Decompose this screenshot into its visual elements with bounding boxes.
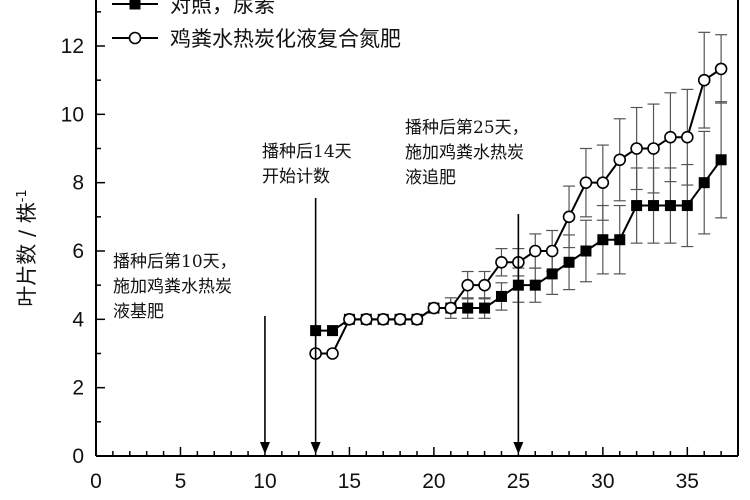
y-tick-label: 12: [61, 35, 84, 58]
y-axis-title-superscript: -1: [15, 189, 30, 202]
data-point-square: [698, 177, 710, 189]
data-point-circle: [376, 313, 390, 326]
y-tick-label: 8: [72, 172, 84, 195]
data-point-circle: [596, 176, 610, 189]
data-point-circle: [360, 313, 373, 326]
data-point-square: [479, 302, 491, 314]
data-point-circle: [613, 153, 627, 167]
x-tick-label: 20: [422, 470, 445, 493]
data-point-square: [546, 268, 558, 280]
y-tick-label: 6: [72, 240, 84, 263]
legend-label: 对照，尿素: [170, 0, 275, 17]
data-point-circle: [528, 244, 542, 258]
annotation-text: 播种后14天: [262, 142, 352, 162]
data-point-circle: [478, 278, 491, 292]
data-point-circle: [630, 142, 643, 155]
annotation-text: 播种后第25天，: [405, 118, 529, 138]
y-axis-label: 叶片数 / 株-1: [15, 189, 39, 306]
y-axis-title: 叶片数 / 株-1: [15, 189, 39, 306]
data-point-circle: [393, 313, 407, 326]
annotations: 播种后第10天，施加鸡粪水热炭液基肥播种后14天开始计数播种后第25天，施加鸡粪…: [113, 118, 529, 454]
data-point-circle: [444, 301, 458, 315]
annotation-text: 施加鸡粪水热炭: [405, 143, 524, 163]
x-tick-label: 30: [591, 470, 614, 493]
x-tick-label: 25: [507, 470, 530, 493]
data-point-circle: [495, 255, 508, 269]
data-point-circle: [427, 301, 441, 315]
data-point-square: [648, 200, 660, 212]
data-point-circle: [326, 347, 339, 360]
data-point-square: [597, 234, 609, 246]
data-point-circle: [545, 244, 559, 258]
error-bars: [444, 31, 728, 319]
y-tick-label: 10: [61, 103, 84, 126]
data-point-circle: [697, 73, 711, 87]
arrow-head: [259, 442, 270, 454]
data-point-square: [580, 245, 592, 257]
data-point-square: [681, 200, 693, 212]
axes: 0 5 10 15 20 25 30 35 0 2 4 6 8 10 12: [61, 0, 739, 493]
annotation-text: 开始计数: [262, 167, 330, 187]
data-point-circle: [579, 176, 593, 189]
data-point-circle: [562, 210, 576, 224]
x-tick-label: 15: [338, 470, 361, 493]
data-point-square: [327, 325, 339, 337]
data-point-square: [563, 256, 575, 268]
data-point-square: [664, 200, 676, 212]
data-point-square: [495, 290, 507, 302]
arrow-head: [513, 442, 524, 454]
y-tick-label: 0: [72, 445, 84, 468]
annotation-text: 液基肥: [113, 302, 164, 322]
data-point-circle: [664, 130, 677, 144]
arrow-head: [310, 442, 321, 454]
legend-marker-square: [129, 0, 141, 10]
data-point-square: [462, 302, 474, 314]
annotation-text: 液追肥: [405, 168, 456, 188]
y-tick-label: 2: [72, 377, 84, 400]
annotation-text: 施加鸡粪水热炭: [113, 277, 232, 297]
data-point-circle: [647, 142, 660, 155]
x-tick-label: 10: [253, 470, 276, 493]
x-tick-label: 0: [90, 470, 102, 493]
annotation-text: 播种后第10天，: [113, 252, 237, 272]
data-point-circle: [681, 130, 694, 144]
x-tick-label: 35: [676, 470, 699, 493]
data-point-circle: [714, 62, 728, 76]
data-point-square: [631, 200, 643, 212]
data-point-square: [529, 279, 541, 291]
legend-marker-circle: [128, 31, 142, 45]
x-tick-label: 5: [175, 470, 187, 493]
data-point-circle: [410, 313, 424, 326]
legend-label: 鸡粪水热炭化液复合氮肥: [170, 27, 401, 51]
data-point-circle: [461, 278, 474, 292]
data-point-square: [614, 234, 626, 246]
y-tick-label: 4: [72, 308, 84, 331]
data-point-square: [715, 154, 727, 166]
data-point-circle: [343, 313, 356, 326]
